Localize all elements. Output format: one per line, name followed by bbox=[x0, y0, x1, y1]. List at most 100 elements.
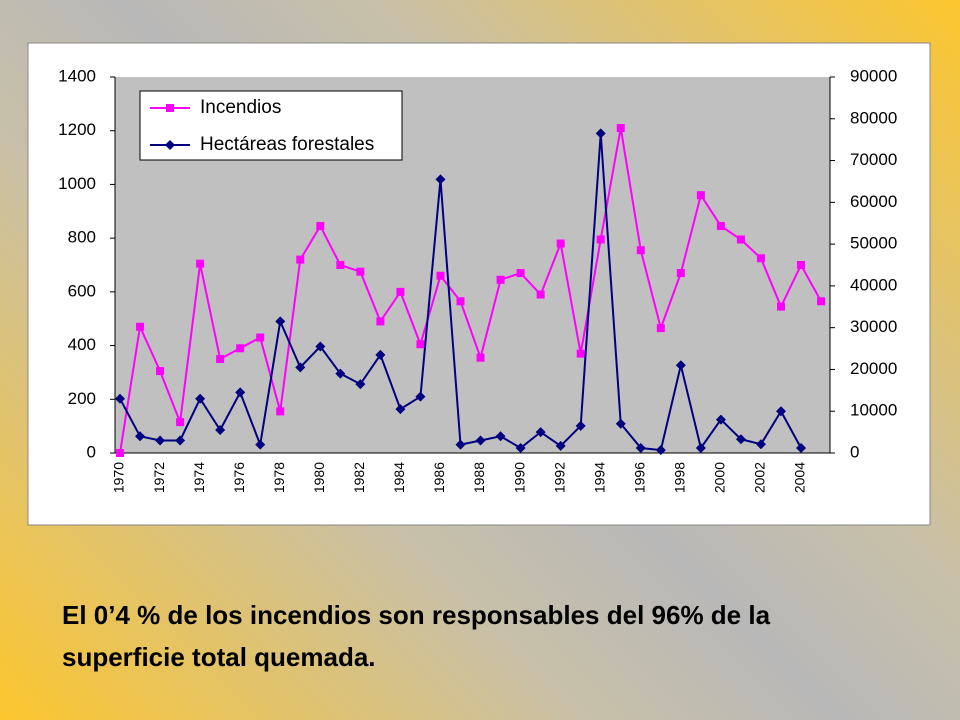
marker bbox=[436, 271, 445, 280]
marker bbox=[735, 434, 746, 445]
x-tick-label: 1986 bbox=[431, 462, 447, 493]
marker bbox=[115, 393, 125, 404]
y-tick-label: 200 bbox=[68, 389, 96, 408]
marker bbox=[256, 333, 265, 342]
x-tick-label: 1998 bbox=[672, 462, 688, 493]
marker bbox=[315, 341, 326, 352]
marker bbox=[475, 435, 486, 446]
marker bbox=[216, 355, 225, 363]
caption-line: El 0’4 % de los incendios son responsabl… bbox=[62, 600, 771, 630]
y-tick-label: 400 bbox=[68, 335, 96, 354]
marker bbox=[316, 222, 325, 231]
y2-tick-label: 50000 bbox=[850, 234, 897, 253]
marker bbox=[476, 353, 485, 362]
marker bbox=[556, 239, 565, 248]
marker bbox=[275, 316, 286, 327]
marker bbox=[796, 442, 807, 453]
marker bbox=[536, 290, 545, 299]
marker bbox=[636, 246, 645, 255]
y2-tick-label: 0 bbox=[850, 442, 859, 461]
marker bbox=[196, 259, 205, 268]
marker bbox=[296, 255, 305, 264]
marker bbox=[755, 439, 766, 450]
x-tick-label: 2002 bbox=[752, 462, 768, 493]
marker bbox=[135, 431, 146, 442]
y2-tick-label: 60000 bbox=[850, 192, 897, 211]
marker bbox=[496, 275, 505, 284]
marker bbox=[535, 427, 546, 438]
marker bbox=[516, 269, 525, 278]
marker bbox=[615, 418, 626, 429]
marker bbox=[416, 340, 425, 349]
marker bbox=[515, 442, 526, 453]
y2-tick-label: 20000 bbox=[850, 359, 897, 378]
marker bbox=[335, 368, 346, 379]
x-tick-label: 1970 bbox=[111, 462, 127, 493]
marker bbox=[235, 387, 246, 398]
marker bbox=[395, 404, 406, 415]
marker bbox=[176, 418, 185, 427]
y2-tick-label: 10000 bbox=[850, 401, 897, 420]
marker bbox=[156, 367, 165, 376]
x-tick-label: 1990 bbox=[511, 462, 527, 493]
marker bbox=[716, 222, 725, 231]
y2-tick-label: 70000 bbox=[850, 150, 897, 169]
legend-label: Incendios bbox=[200, 97, 281, 118]
marker bbox=[555, 440, 566, 451]
marker bbox=[116, 449, 124, 457]
y-tick-label: 1000 bbox=[58, 174, 96, 193]
marker bbox=[215, 425, 226, 436]
chart: 0 200 400 600 800 1000 1200 1400 0 10000 20000 3000… bbox=[27, 42, 931, 526]
marker bbox=[165, 140, 175, 150]
marker bbox=[435, 174, 446, 185]
y-tick-label: 800 bbox=[68, 228, 96, 247]
marker bbox=[635, 442, 646, 453]
marker bbox=[736, 235, 745, 244]
marker bbox=[415, 391, 426, 402]
x-tick-label: 1992 bbox=[551, 462, 567, 493]
x-tick-label: 2004 bbox=[792, 462, 808, 493]
marker bbox=[195, 393, 206, 404]
marker bbox=[166, 104, 174, 112]
marker bbox=[495, 431, 506, 442]
legend-label: Hectáreas forestales bbox=[200, 134, 374, 155]
marker bbox=[817, 297, 826, 306]
marker bbox=[676, 269, 685, 278]
marker bbox=[236, 344, 245, 353]
marker bbox=[575, 420, 586, 431]
y-tick-label: 1200 bbox=[58, 120, 96, 139]
marker bbox=[396, 287, 405, 296]
y2-tick-label: 80000 bbox=[850, 108, 897, 127]
x-tick-label: 1978 bbox=[271, 462, 287, 493]
x-tick-label: 1980 bbox=[311, 462, 327, 493]
marker bbox=[576, 349, 585, 358]
marker bbox=[675, 360, 686, 371]
x-tick-label: 2000 bbox=[712, 462, 728, 493]
marker bbox=[136, 322, 145, 331]
marker bbox=[616, 124, 625, 133]
x-tick-label: 1976 bbox=[231, 462, 247, 493]
marker bbox=[355, 379, 366, 390]
marker bbox=[655, 445, 666, 456]
x-tick-label: 1996 bbox=[631, 462, 647, 493]
marker bbox=[276, 407, 285, 416]
marker bbox=[595, 128, 606, 139]
marker bbox=[376, 317, 385, 326]
marker bbox=[696, 191, 705, 200]
marker bbox=[756, 254, 765, 263]
x-tick-label: 1974 bbox=[191, 462, 207, 493]
x-tick-label: 1988 bbox=[471, 462, 487, 493]
legend-box bbox=[139, 90, 403, 161]
x-tick-label: 1994 bbox=[591, 462, 607, 493]
marker bbox=[356, 267, 365, 276]
marker bbox=[175, 435, 186, 446]
marker bbox=[776, 302, 785, 311]
marker bbox=[456, 297, 465, 306]
marker bbox=[775, 406, 786, 417]
y2-tick-label: 30000 bbox=[850, 317, 897, 336]
marker bbox=[336, 261, 345, 269]
marker bbox=[295, 362, 306, 373]
y-tick-label: 0 bbox=[87, 442, 96, 461]
y2-tick-label: 40000 bbox=[850, 275, 897, 294]
